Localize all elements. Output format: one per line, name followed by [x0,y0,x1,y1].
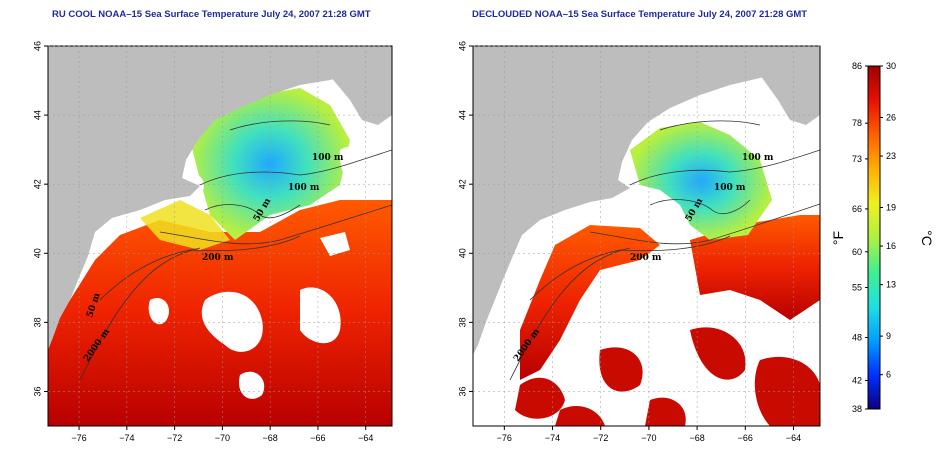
colorbar-f-tick-label: 38 [852,404,862,414]
colorbar-frame [867,65,881,410]
colorbar-unit-fahrenheit: °F [830,231,846,245]
right-y-tick-label: 38 [457,317,467,327]
left-x-tick-label: −76 [71,433,86,443]
right-land [473,46,820,355]
colorbar-c-tick-label: 9 [886,331,891,341]
colorbar: 86 78 73 66 60 55 48 42 38 30 26 23 19 16 13 9 6 °F °C [830,61,935,414]
left-isobaths [79,120,392,381]
left-land-nova-scotia [330,62,392,125]
right-warm-water-east [690,215,820,320]
colorbar-ticks: 86 78 73 66 60 55 48 42 38 30 26 23 19 16 13 9 6 [852,61,896,414]
right-x-tick-label: −66 [738,433,753,443]
right-x-tick-label: −74 [545,433,560,443]
left-x-tick-label: −70 [215,433,230,443]
colorbar-c-tick-label: 30 [886,61,896,71]
left-x-tick-label: −72 [167,433,182,443]
left-map-title: RU COOL NOAA–15 Sea Surface Temperature … [52,9,371,20]
colorbar-c-tick-label: 6 [886,370,891,380]
left-land [48,46,392,350]
colorbar-f-tick-label: 86 [852,61,862,71]
colorbar-f-tick-label: 78 [852,118,862,128]
left-x-tick-label: −68 [263,433,278,443]
right-y-tick-label: 36 [457,386,467,396]
left-x-tick-label: −66 [310,433,325,443]
left-y-tick-label: 42 [32,179,42,189]
right-warm-patches [515,327,820,426]
left-transition-water [140,200,230,250]
colorbar-c-tick-label: 23 [886,151,896,161]
colorbar-c-tick-label: 26 [886,112,896,122]
right-y-tick-label: 44 [457,110,467,120]
left-label-100m-a: 100 m [312,153,344,163]
colorbar-f-tick-label: 48 [852,333,862,343]
right-y-tick-label: 42 [457,179,467,189]
left-x-tick-label: −64 [358,433,373,443]
right-map-frame [472,45,821,427]
right-land-nova-scotia [760,62,820,125]
right-label-100m-b: 100 m [714,183,746,193]
left-label-200m: 200 m [202,253,234,263]
left-axes: −76 −74 −72 −70 −68 −66 −64 46 44 42 40 38 36 [32,41,392,443]
colorbar-gradient [868,66,880,409]
right-y-tick-label: 40 [457,248,467,258]
left-x-tick-label: −74 [119,433,134,443]
right-map-title: DECLOUDED NOAA–15 Sea Surface Temperatur… [472,9,808,20]
colorbar-f-tick-label: 66 [852,204,862,214]
right-axes: −76 −74 −72 −70 −68 −66 −64 46 44 42 40 38 36 [457,41,820,443]
colorbar-c-tick-label: 16 [886,241,896,251]
left-cool-water [190,88,350,240]
colorbar-f-tick-label: 60 [852,247,862,257]
right-x-tick-label: −70 [641,433,656,443]
left-y-tick-label: 46 [32,41,42,51]
colorbar-c-tick-label: 19 [886,202,896,212]
colorbar-f-tick-label: 42 [852,375,862,385]
left-y-tick-label: 44 [32,110,42,120]
right-warm-water-coast [520,225,660,380]
colorbar-c-tick-label: 13 [886,280,896,290]
right-y-tick-label: 46 [457,41,467,51]
left-map: 100 m 100 m 50 m 200 m 50 m 2000 m [48,46,392,426]
left-cloud-mask [148,146,367,399]
right-cool-water [630,122,772,240]
colorbar-f-tick-label: 73 [852,154,862,164]
right-x-tick-label: −68 [689,433,704,443]
right-isobaths [509,120,820,381]
right-label-200m: 200 m [630,253,662,263]
left-label-100m-b: 100 m [288,183,320,193]
left-y-tick-label: 36 [32,386,42,396]
right-x-tick-label: −64 [786,433,801,443]
colorbar-unit-celsius: °C [919,230,935,246]
right-x-tick-label: −76 [497,433,512,443]
colorbar-f-tick-label: 55 [852,283,862,293]
right-label-100m-a: 100 m [742,153,774,163]
left-y-tick-label: 40 [32,248,42,258]
left-y-tick-label: 38 [32,317,42,327]
right-x-tick-label: −72 [593,433,608,443]
right-map: 100 m 100 m 50 m 200 m 2000 m [473,46,820,426]
